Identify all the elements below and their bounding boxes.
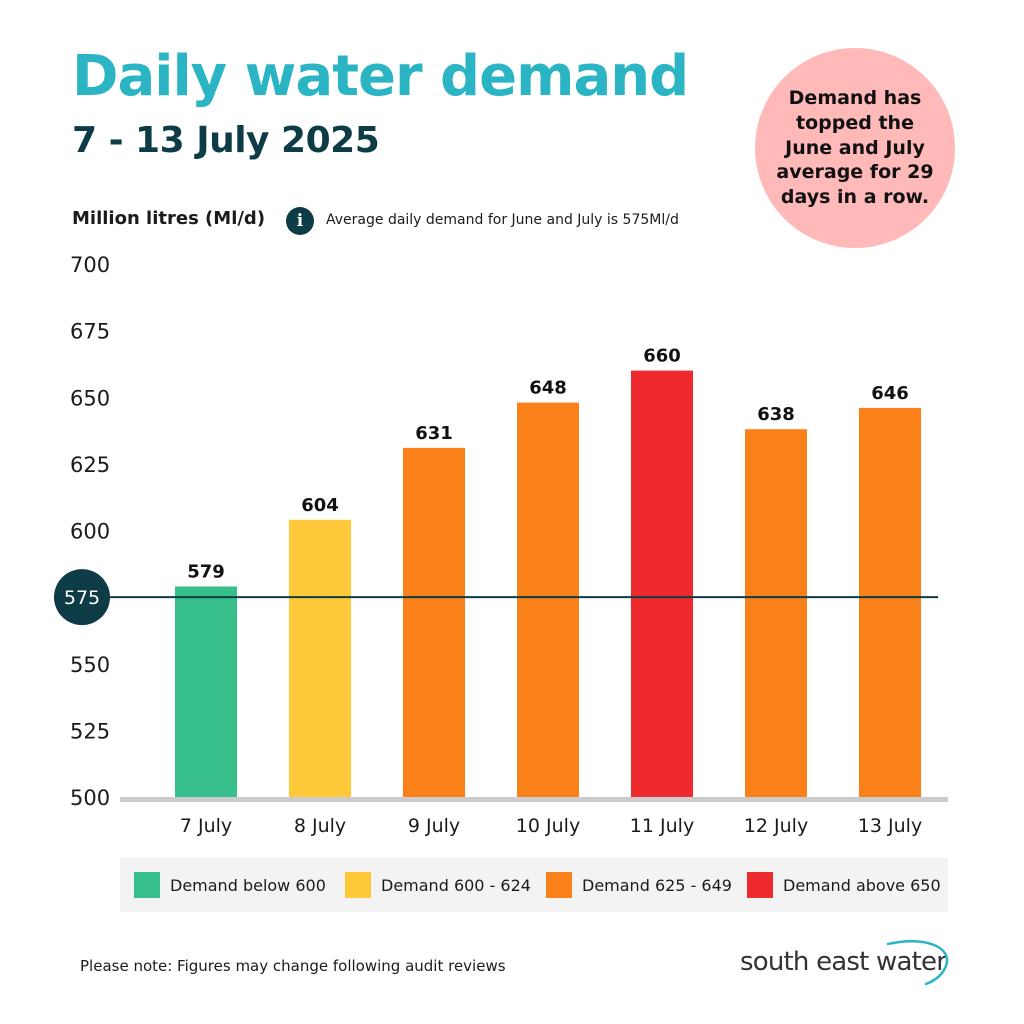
- y-tick-label: 625: [70, 453, 110, 477]
- y-tick-label: 650: [70, 386, 110, 410]
- data-label: 604: [301, 495, 339, 516]
- x-tick-label: 11 July: [630, 815, 694, 837]
- data-label: 646: [871, 383, 909, 404]
- logo-swoosh-icon: [886, 940, 949, 986]
- legend-swatch: [747, 872, 773, 898]
- callout-bubble: Demand has topped the June and July aver…: [755, 48, 955, 248]
- bar: [859, 407, 921, 797]
- data-label: 648: [529, 378, 567, 399]
- bar: [631, 370, 693, 797]
- legend: Demand below 600 Demand 600 - 624 Demand…: [120, 858, 948, 912]
- x-tick-label: 13 July: [858, 815, 922, 837]
- bar: [175, 586, 237, 797]
- chart-title: Daily water demand: [72, 44, 689, 109]
- y-tick-label: 550: [70, 653, 110, 677]
- footnote: Please note: Figures may change followin…: [80, 957, 506, 975]
- legend-item: Demand above 650: [747, 872, 941, 898]
- data-label: 660: [643, 346, 681, 367]
- chart-subtitle: 7 - 13 July 2025: [72, 120, 380, 161]
- legend-label: Demand above 650: [783, 875, 941, 895]
- legend-swatch: [134, 872, 160, 898]
- callout-text: Demand has topped the June and July aver…: [776, 87, 934, 209]
- x-tick-label: 10 July: [516, 815, 580, 837]
- legend-item: Demand below 600: [134, 872, 326, 898]
- legend-item: Demand 600 - 624: [345, 872, 531, 898]
- bar: [403, 447, 465, 797]
- x-tick-label: 12 July: [744, 815, 808, 837]
- x-axis-line: [120, 797, 948, 802]
- y-tick-label: 675: [70, 320, 110, 344]
- legend-label: Demand 625 - 649: [582, 875, 732, 895]
- legend-label: Demand 600 - 624: [381, 875, 531, 895]
- y-axis-label: Million litres (Ml/d): [72, 208, 266, 229]
- brand-logo: south east water: [738, 938, 953, 988]
- x-tick-label: 8 July: [294, 815, 346, 837]
- info-text: Average daily demand for June and July i…: [326, 212, 679, 228]
- x-tick-label: 9 July: [408, 815, 460, 837]
- data-label: 579: [187, 561, 225, 582]
- legend-swatch: [546, 872, 572, 898]
- info-icon: i: [286, 207, 314, 235]
- bar: [517, 402, 579, 797]
- bar: [289, 519, 351, 797]
- data-label: 638: [757, 404, 795, 425]
- y-tick-label: 500: [70, 786, 110, 810]
- bar: [745, 429, 807, 797]
- reference-label: 575: [64, 587, 100, 609]
- y-tick-label: 525: [70, 719, 110, 743]
- legend-item: Demand 625 - 649: [546, 872, 732, 898]
- y-tick-label: 700: [70, 253, 110, 277]
- legend-label: Demand below 600: [170, 875, 326, 895]
- legend-swatch: [345, 872, 371, 898]
- x-tick-label: 7 July: [180, 815, 232, 837]
- data-label: 631: [415, 423, 453, 444]
- reference-badge: [54, 569, 110, 626]
- logo-text: south east water: [740, 947, 947, 977]
- y-tick-label: 600: [70, 520, 110, 544]
